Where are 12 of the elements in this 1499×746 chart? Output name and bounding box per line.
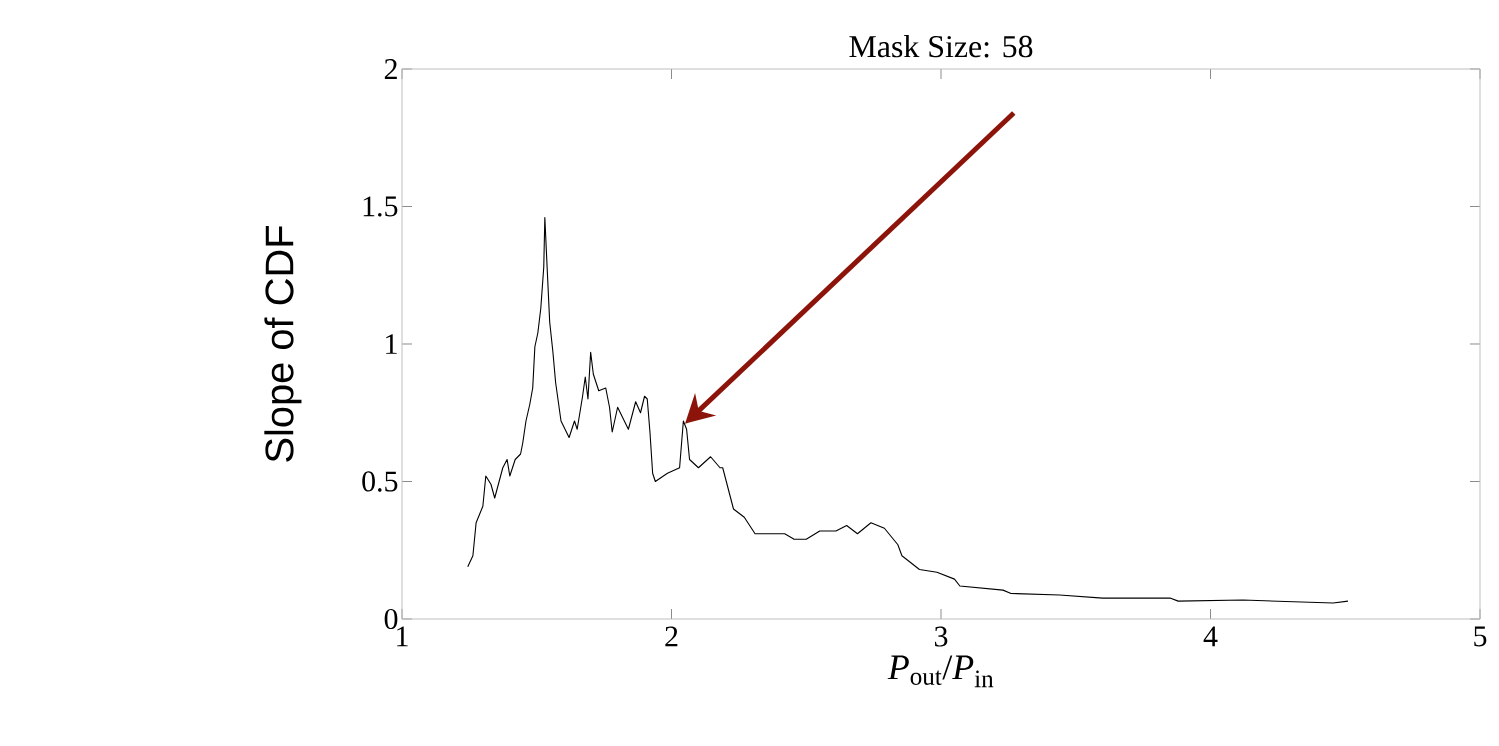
x-axis-title: P$_{out}$/P$_{in}$ — [887, 655, 994, 688]
y-axis-title: Slope of CDF — [264, 226, 302, 462]
y-tick-label: 1 — [386, 334, 397, 354]
y-tick-label: 2 — [384, 59, 397, 79]
y-tick-label: 0 — [384, 608, 398, 630]
y-tick-label: 0.5 — [362, 471, 398, 492]
x-tick-label: 5 — [1474, 626, 1487, 647]
chart-title: Mask Size: 58 — [849, 34, 1033, 58]
x-tick-label: 2 — [665, 626, 678, 647]
x-tick-label: 3 — [934, 626, 948, 647]
x-tick-label: 4 — [1203, 626, 1218, 647]
y-tick-label: 1.5 — [363, 196, 398, 217]
